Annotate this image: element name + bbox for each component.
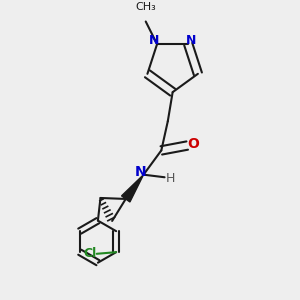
Text: H: H: [166, 172, 175, 185]
Text: N: N: [186, 34, 196, 47]
Polygon shape: [122, 175, 143, 202]
Text: N: N: [149, 34, 160, 47]
Text: Cl: Cl: [83, 247, 96, 260]
Text: O: O: [187, 136, 199, 151]
Text: CH₃: CH₃: [135, 2, 156, 12]
Text: N: N: [135, 165, 147, 179]
